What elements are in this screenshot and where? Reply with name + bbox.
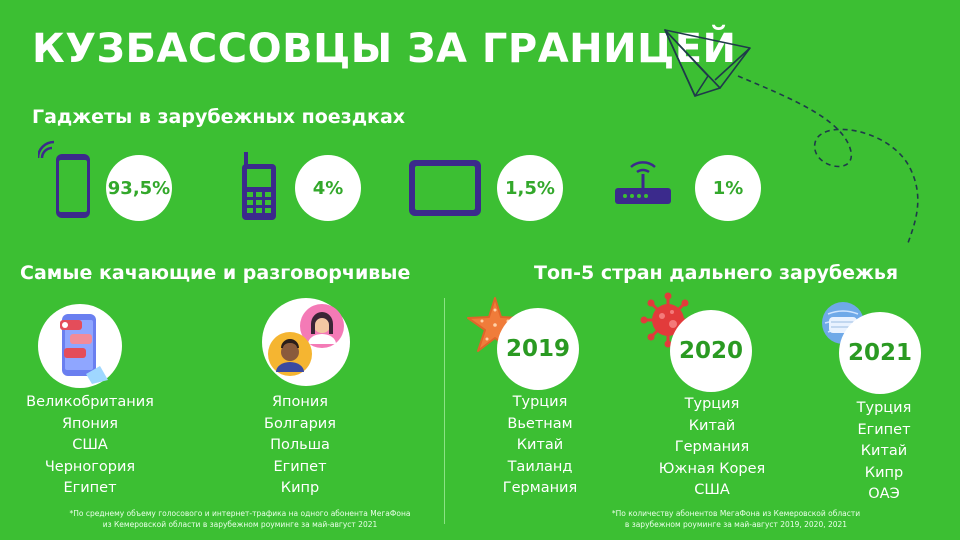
list-item: Турция	[512, 394, 568, 410]
list-item: Египет	[857, 421, 911, 438]
feature-phone-icon	[236, 152, 280, 222]
phone-notifications-icon	[60, 314, 108, 384]
countries-list-2020: Турция Китай Германия Южная Корея США	[652, 394, 772, 502]
list-item: Кипр	[280, 480, 320, 496]
top-countries-heading: Топ-5 стран дальнего зарубежья	[534, 262, 899, 284]
list-item: Великобритания	[26, 394, 154, 410]
data-countries-list: Великобритания Япония США Черногория Еги…	[20, 392, 160, 500]
list-item: Япония	[61, 415, 119, 432]
router-icon	[613, 160, 673, 206]
list-item: Египет	[63, 480, 117, 496]
gadgets-heading: Гаджеты в зарубежных поездках	[32, 106, 406, 128]
list-item: Таиланд	[507, 458, 573, 475]
list-item: США	[72, 437, 108, 453]
list-item: Польша	[270, 437, 330, 453]
list-item: Турция	[684, 396, 740, 412]
gadget-percent-tablet: 1,5%	[497, 155, 563, 221]
gadget-percent-smartphone: 93,5%	[106, 155, 172, 221]
active-users-heading: Самые качающие и разговорчивые	[20, 262, 411, 284]
gadget-percent-router: 1%	[695, 155, 761, 221]
voice-countries-list: Япония Болгария Польша Египет Кипр	[244, 392, 356, 500]
smartphone-icon	[38, 140, 98, 222]
list-item: Вьетнам	[507, 415, 573, 432]
list-item: Германия	[502, 480, 578, 496]
list-item: Китай	[688, 417, 736, 434]
year-badge-2020: 2020	[670, 310, 752, 392]
countries-list-2019: Турция Вьетнам Китай Таиланд Германия	[480, 392, 600, 500]
list-item: Болгария	[264, 415, 336, 432]
page-title: КУЗБАССОВЦЫ ЗА ГРАНИЦЕЙ	[32, 26, 737, 72]
year-badge-2019: 2019	[497, 308, 579, 390]
data-traffic-circle	[38, 304, 122, 388]
list-item: Черногория	[44, 458, 136, 475]
countries-list-2021: Турция Египет Китай Кипр ОАЭ	[824, 398, 944, 506]
list-item: Египет	[273, 458, 327, 475]
section-divider	[444, 298, 445, 524]
active-users-footnote: *По среднему объему голосового и интерне…	[69, 509, 411, 529]
list-item: ОАЭ	[868, 486, 900, 502]
list-item: Южная Корея	[658, 460, 766, 477]
paper-plane-icon	[660, 18, 960, 258]
list-item: Япония	[271, 394, 329, 410]
voice-traffic-circle	[262, 298, 350, 386]
list-item: Кипр	[864, 464, 904, 481]
list-item: Китай	[860, 443, 908, 459]
tablet-icon	[409, 160, 481, 216]
list-item: Германия	[674, 439, 750, 455]
list-item: США	[694, 482, 730, 498]
top-countries-footnote: *По количеству абонентов МегаФона из Кем…	[611, 509, 861, 529]
list-item: Турция	[856, 400, 912, 416]
year-badge-2021: 2021	[839, 312, 921, 394]
gadget-percent-feature-phone: 4%	[295, 155, 361, 221]
people-talking-icon	[268, 304, 344, 376]
list-item: Китай	[516, 437, 564, 453]
